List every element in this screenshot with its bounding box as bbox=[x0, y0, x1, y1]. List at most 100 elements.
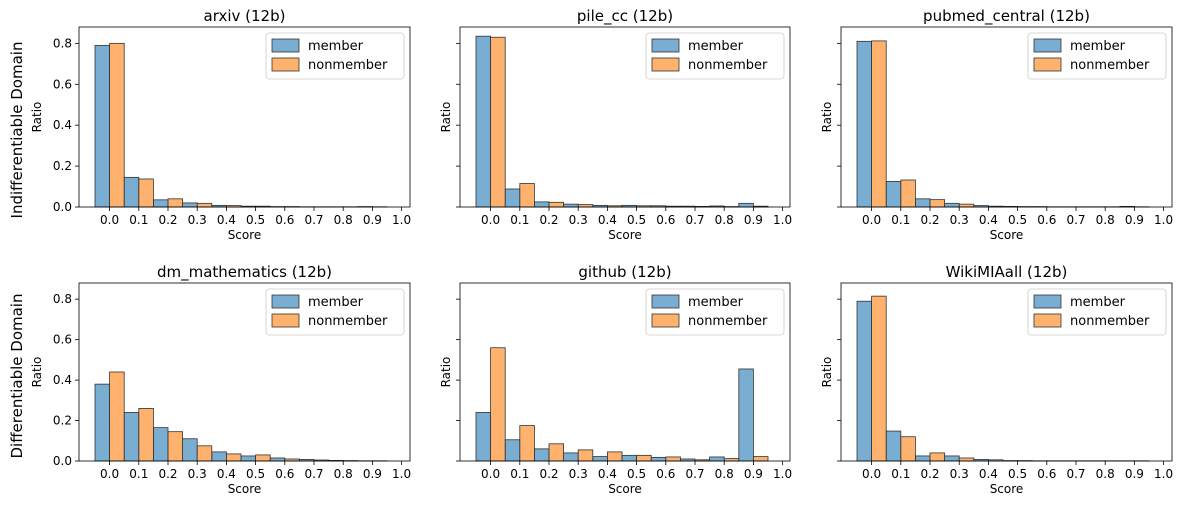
x-tick-label: 0.9 bbox=[1125, 213, 1144, 227]
x-tick-label: 0.2 bbox=[920, 467, 939, 481]
x-tick-label: 0.1 bbox=[129, 213, 148, 227]
bar-nonmember-3 bbox=[197, 203, 212, 207]
bar-member-3 bbox=[945, 456, 960, 461]
x-tick-label: 0.3 bbox=[569, 467, 588, 481]
legend-swatch-nonmember bbox=[1034, 58, 1061, 71]
legend-swatch-nonmember bbox=[272, 314, 299, 327]
x-tick-label: 0.8 bbox=[334, 467, 353, 481]
x-tick-label: 0.3 bbox=[188, 213, 207, 227]
x-tick-label: 0.6 bbox=[1037, 467, 1056, 481]
bar-member-0 bbox=[95, 45, 110, 207]
x-tick-label: 1.0 bbox=[773, 467, 792, 481]
chart-title: pile_cc (12b) bbox=[577, 7, 673, 26]
x-tick-label: 0.8 bbox=[1096, 467, 1115, 481]
x-tick-label: 0.3 bbox=[188, 467, 207, 481]
bar-nonmember-1 bbox=[520, 426, 535, 461]
bar-member-3 bbox=[945, 203, 960, 207]
bar-member-1 bbox=[505, 189, 520, 207]
legend-label-nonmember: nonmember bbox=[688, 314, 768, 329]
bar-member-2 bbox=[153, 428, 168, 461]
legend-swatch-member bbox=[1034, 39, 1061, 52]
x-tick-label: 0.9 bbox=[363, 213, 382, 227]
x-tick-label: 0.8 bbox=[715, 467, 734, 481]
x-tick-label: 0.8 bbox=[1096, 213, 1115, 227]
x-tick-label: 0.9 bbox=[363, 467, 382, 481]
x-tick-label: 0.1 bbox=[891, 467, 910, 481]
chart-title: github (12b) bbox=[578, 263, 671, 281]
x-tick-label: 0.0 bbox=[100, 467, 119, 481]
bar-nonmember-0 bbox=[872, 41, 887, 207]
x-tick-label: 0.4 bbox=[598, 213, 617, 227]
x-tick-label: 0.8 bbox=[334, 213, 353, 227]
chart-title: arxiv (12b) bbox=[204, 7, 286, 25]
legend-swatch-nonmember bbox=[652, 314, 679, 327]
bar-member-5 bbox=[622, 455, 637, 461]
x-tick-label: 0.6 bbox=[1037, 213, 1056, 227]
x-tick-label: 0.4 bbox=[979, 213, 998, 227]
bar-member-2 bbox=[534, 202, 549, 207]
legend-swatch-member bbox=[652, 39, 679, 52]
bar-nonmember-9 bbox=[753, 457, 768, 461]
x-tick-label: 0.1 bbox=[510, 467, 529, 481]
x-tick-label: 0.8 bbox=[715, 213, 734, 227]
x-tick-label: 0.3 bbox=[569, 213, 588, 227]
x-tick-label: 0.0 bbox=[100, 213, 119, 227]
x-tick-label: 0.1 bbox=[510, 213, 529, 227]
bar-member-3 bbox=[183, 439, 198, 461]
legend-swatch-nonmember bbox=[1034, 314, 1061, 327]
bar-nonmember-0 bbox=[491, 37, 506, 207]
x-tick-label: 0.2 bbox=[539, 213, 558, 227]
bar-nonmember-3 bbox=[197, 446, 212, 461]
bar-nonmember-1 bbox=[901, 180, 916, 207]
bar-nonmember-0 bbox=[491, 348, 506, 461]
x-tick-label: 0.0 bbox=[862, 213, 881, 227]
bar-nonmember-2 bbox=[549, 444, 564, 461]
bar-nonmember-1 bbox=[520, 183, 535, 207]
bar-member-3 bbox=[564, 204, 579, 207]
legend-label-member: member bbox=[308, 295, 364, 310]
x-axis-label: Score bbox=[228, 228, 262, 242]
bar-nonmember-1 bbox=[901, 437, 916, 461]
legend-swatch-nonmember bbox=[272, 58, 299, 71]
bar-nonmember-0 bbox=[110, 43, 125, 207]
x-tick-label: 0.6 bbox=[275, 213, 294, 227]
bar-nonmember-5 bbox=[256, 455, 271, 461]
y-tick-label: 0.0 bbox=[53, 200, 72, 214]
bar-member-9 bbox=[739, 369, 754, 461]
x-tick-label: 0.9 bbox=[1125, 467, 1144, 481]
bar-nonmember-5 bbox=[637, 455, 652, 461]
bar-member-0 bbox=[857, 41, 872, 207]
x-tick-label: 0.5 bbox=[627, 467, 646, 481]
legend-label-nonmember: nonmember bbox=[308, 314, 388, 329]
x-tick-label: 0.7 bbox=[685, 213, 704, 227]
bar-nonmember-1 bbox=[139, 179, 154, 207]
y-axis-label: Ratio bbox=[820, 102, 834, 133]
x-tick-label: 0.4 bbox=[979, 467, 998, 481]
bar-member-2 bbox=[915, 456, 930, 461]
row-label-top: Indifferentiable Domain bbox=[8, 42, 26, 219]
bar-member-1 bbox=[505, 440, 520, 461]
chart-title: dm_mathematics (12b) bbox=[157, 263, 332, 282]
bar-nonmember-1 bbox=[139, 408, 154, 461]
bar-member-1 bbox=[124, 177, 139, 207]
x-tick-label: 0.4 bbox=[217, 213, 236, 227]
bar-nonmember-2 bbox=[168, 432, 183, 461]
x-tick-label: 1.0 bbox=[392, 213, 411, 227]
x-tick-label: 0.7 bbox=[1066, 467, 1085, 481]
x-tick-label: 0.7 bbox=[685, 467, 704, 481]
x-tick-label: 0.4 bbox=[217, 467, 236, 481]
x-tick-label: 0.0 bbox=[862, 467, 881, 481]
bar-member-0 bbox=[857, 301, 872, 461]
bar-nonmember-4 bbox=[607, 452, 622, 461]
y-tick-label: 0.8 bbox=[53, 36, 72, 50]
bar-member-1 bbox=[124, 412, 139, 461]
row-label-bottom: Differentiable Domain bbox=[8, 294, 26, 459]
legend-label-member: member bbox=[1070, 39, 1126, 54]
bar-nonmember-2 bbox=[549, 202, 564, 207]
x-tick-label: 0.7 bbox=[304, 467, 323, 481]
bar-member-2 bbox=[534, 449, 549, 461]
